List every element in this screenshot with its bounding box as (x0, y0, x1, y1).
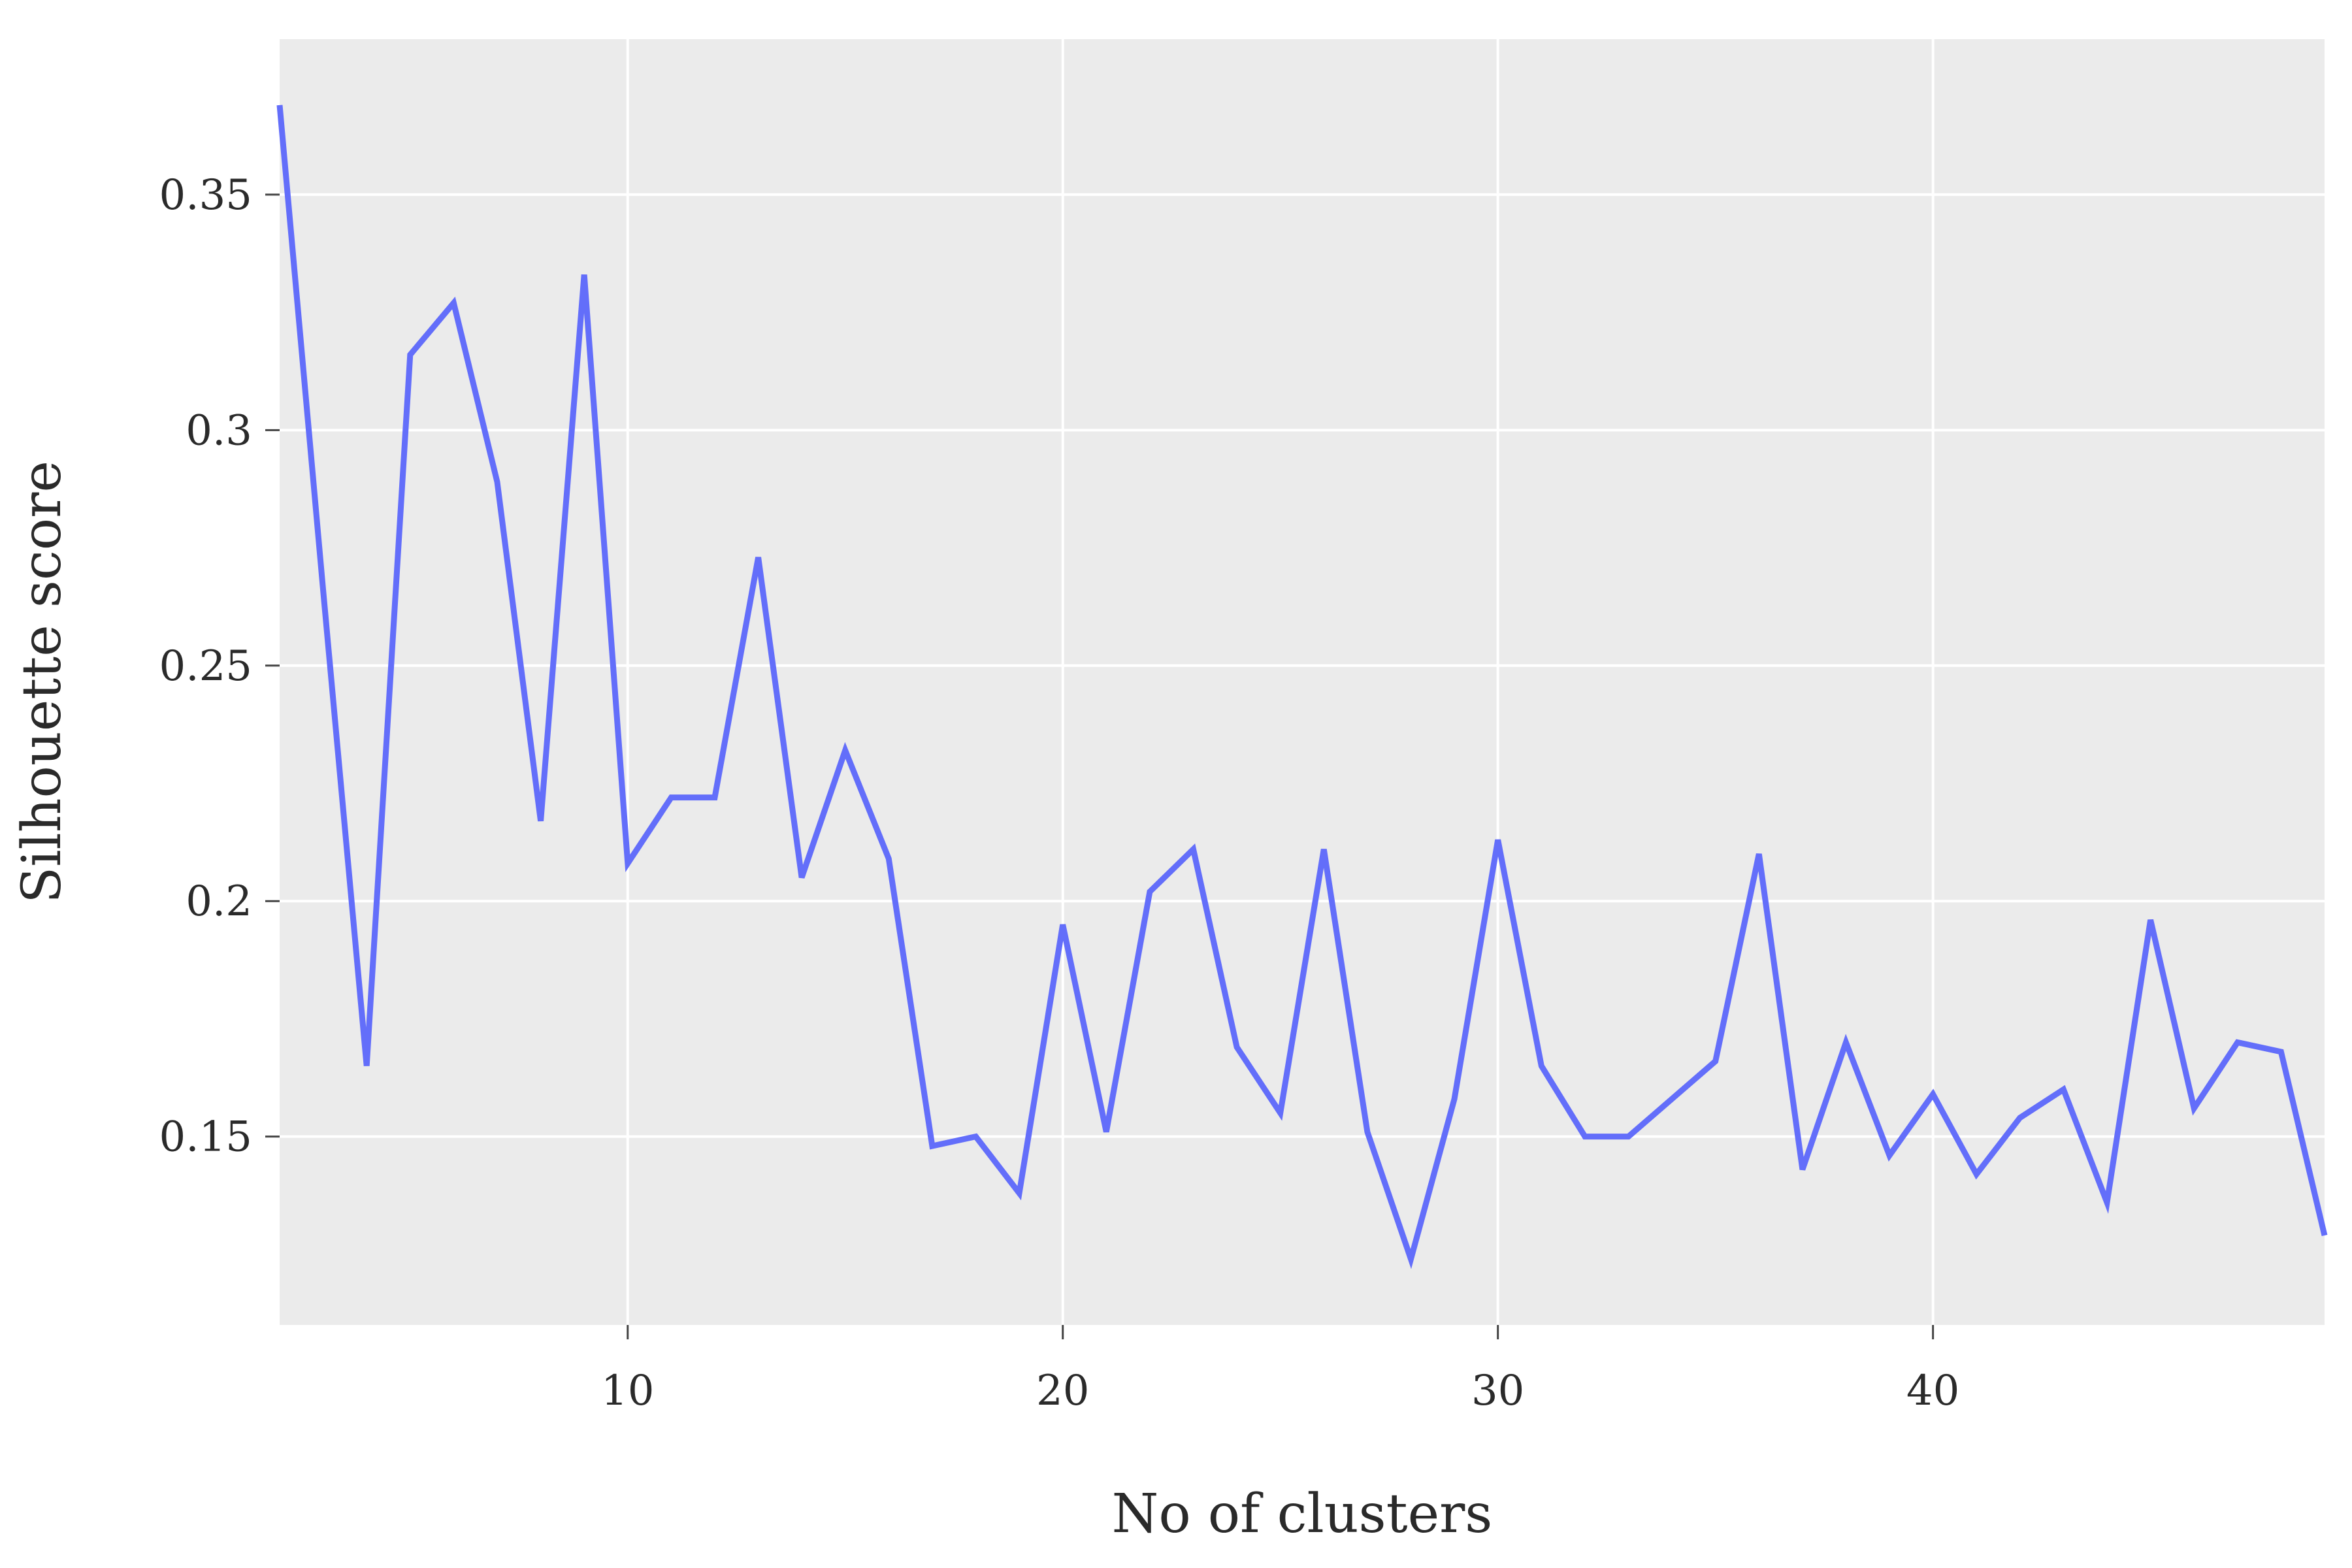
y-tick-label: 0.3 (186, 406, 252, 455)
y-tick-label: 0.35 (159, 171, 253, 220)
x-tick-label: 30 (1471, 1367, 1524, 1415)
x-tick-label: 40 (1906, 1367, 1959, 1415)
plot-background (280, 39, 2325, 1325)
x-tick-label: 20 (1036, 1367, 1089, 1415)
series-layer (276, 105, 2328, 1269)
y-axis-title: Silhouette score (11, 461, 73, 904)
x-axis-title: No of clusters (1112, 1483, 1493, 1545)
axis-ticks: 10 20 30 40 0.15 0.2 0.25 0.3 0.35 (159, 171, 1960, 1415)
y-tick-label: 0.15 (159, 1113, 253, 1162)
grid-lines (280, 39, 2325, 1325)
y-tick-label: 0.25 (159, 642, 253, 691)
x-tick-label: 10 (601, 1367, 654, 1415)
y-tick-label: 0.2 (186, 877, 252, 926)
series-line (276, 105, 2328, 1269)
